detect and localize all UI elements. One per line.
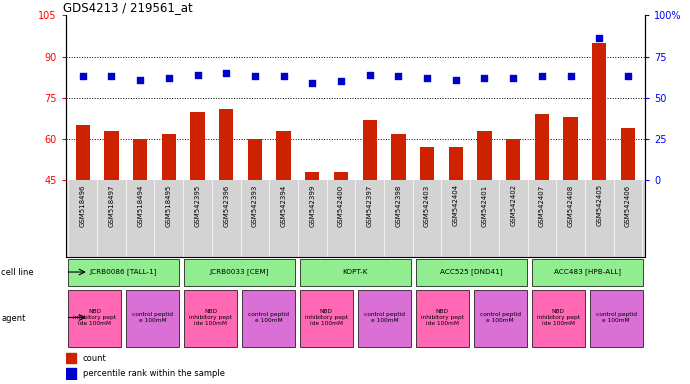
Point xyxy=(565,73,576,79)
Text: GSM542405: GSM542405 xyxy=(596,184,602,227)
Text: GSM542398: GSM542398 xyxy=(395,184,402,227)
Bar xyxy=(362,120,377,180)
Bar xyxy=(420,147,434,180)
Point xyxy=(307,80,318,86)
Text: control peptid
e 100mM: control peptid e 100mM xyxy=(480,312,521,323)
Text: GSM542408: GSM542408 xyxy=(568,184,573,227)
Bar xyxy=(589,290,643,347)
Bar xyxy=(357,290,411,347)
Bar xyxy=(535,114,549,180)
Text: GDS4213 / 219561_at: GDS4213 / 219561_at xyxy=(63,1,193,14)
Bar xyxy=(531,259,643,286)
Text: GSM542396: GSM542396 xyxy=(224,184,229,227)
Point xyxy=(536,73,547,79)
Bar xyxy=(133,139,148,180)
Text: GSM542394: GSM542394 xyxy=(281,184,286,227)
Point xyxy=(364,72,375,78)
Bar xyxy=(448,147,463,180)
Bar xyxy=(563,117,578,180)
Text: GSM542400: GSM542400 xyxy=(338,184,344,227)
Bar xyxy=(621,128,635,180)
Text: GSM542402: GSM542402 xyxy=(510,184,516,227)
Text: GSM518497: GSM518497 xyxy=(108,184,115,227)
Bar xyxy=(334,172,348,180)
Text: count: count xyxy=(83,354,107,362)
Bar xyxy=(531,290,585,347)
Bar xyxy=(66,368,76,379)
Text: GSM542406: GSM542406 xyxy=(625,184,631,227)
Text: GSM542407: GSM542407 xyxy=(539,184,545,227)
Text: agent: agent xyxy=(1,314,26,323)
Text: NBD
inhibitory pept
ide 100mM: NBD inhibitory pept ide 100mM xyxy=(421,309,464,326)
Point xyxy=(508,75,519,81)
Text: percentile rank within the sample: percentile rank within the sample xyxy=(83,369,225,378)
Bar xyxy=(126,290,179,347)
Text: control peptid
e 100mM: control peptid e 100mM xyxy=(595,312,637,323)
Point xyxy=(479,75,490,81)
Bar xyxy=(184,290,237,347)
Point xyxy=(221,70,232,76)
Text: NBD
inhibitory pept
ide 100mM: NBD inhibitory pept ide 100mM xyxy=(537,309,580,326)
Text: control peptid
e 100mM: control peptid e 100mM xyxy=(248,312,289,323)
Bar xyxy=(506,139,520,180)
Bar xyxy=(299,290,353,347)
Point xyxy=(451,77,462,83)
Text: GSM518494: GSM518494 xyxy=(137,184,143,227)
Point xyxy=(164,75,175,81)
Text: JCRB0033 [CEM]: JCRB0033 [CEM] xyxy=(210,269,269,275)
Bar xyxy=(184,259,295,286)
Bar xyxy=(415,290,469,347)
Bar xyxy=(104,131,119,180)
Text: NBD
inhibitory pept
ide 100mM: NBD inhibitory pept ide 100mM xyxy=(73,309,116,326)
Point xyxy=(249,73,260,79)
Bar xyxy=(68,290,121,347)
Text: control peptid
e 100mM: control peptid e 100mM xyxy=(364,312,405,323)
Text: GSM518495: GSM518495 xyxy=(166,184,172,227)
Text: GSM542397: GSM542397 xyxy=(366,184,373,227)
Point xyxy=(393,73,404,79)
Bar xyxy=(277,131,290,180)
Bar xyxy=(473,290,527,347)
Text: ACC483 [HPB-ALL]: ACC483 [HPB-ALL] xyxy=(553,269,621,275)
Bar xyxy=(76,126,90,180)
Point xyxy=(106,73,117,79)
Bar xyxy=(477,131,492,180)
Point xyxy=(422,75,433,81)
Point xyxy=(335,78,346,84)
Bar xyxy=(190,112,205,180)
Text: GSM542399: GSM542399 xyxy=(309,184,315,227)
Bar xyxy=(248,139,262,180)
Text: GSM542401: GSM542401 xyxy=(482,184,487,227)
Text: KOPT-K: KOPT-K xyxy=(343,269,368,275)
Bar xyxy=(161,134,176,180)
Text: JCRB0086 [TALL-1]: JCRB0086 [TALL-1] xyxy=(90,269,157,275)
Point xyxy=(135,77,146,83)
Text: GSM518496: GSM518496 xyxy=(80,184,86,227)
Bar xyxy=(66,353,76,363)
Bar xyxy=(305,172,319,180)
Text: control peptid
e 100mM: control peptid e 100mM xyxy=(132,312,173,323)
Point xyxy=(278,73,289,79)
Point xyxy=(622,73,633,79)
Bar xyxy=(391,134,406,180)
Bar xyxy=(68,259,179,286)
Bar xyxy=(592,43,607,180)
Point xyxy=(192,72,203,78)
Text: NBD
inhibitory pept
ide 100mM: NBD inhibitory pept ide 100mM xyxy=(189,309,232,326)
Bar xyxy=(241,290,295,347)
Point xyxy=(593,35,604,41)
Text: NBD
inhibitory pept
ide 100mM: NBD inhibitory pept ide 100mM xyxy=(305,309,348,326)
Bar xyxy=(415,259,527,286)
Text: GSM542393: GSM542393 xyxy=(252,184,258,227)
Text: cell line: cell line xyxy=(1,268,34,277)
Text: ACC525 [DND41]: ACC525 [DND41] xyxy=(440,269,502,275)
Text: GSM542404: GSM542404 xyxy=(453,184,459,227)
Bar xyxy=(299,259,411,286)
Text: GSM542403: GSM542403 xyxy=(424,184,430,227)
Text: GSM542395: GSM542395 xyxy=(195,184,201,227)
Point xyxy=(77,73,88,79)
Bar xyxy=(219,109,233,180)
